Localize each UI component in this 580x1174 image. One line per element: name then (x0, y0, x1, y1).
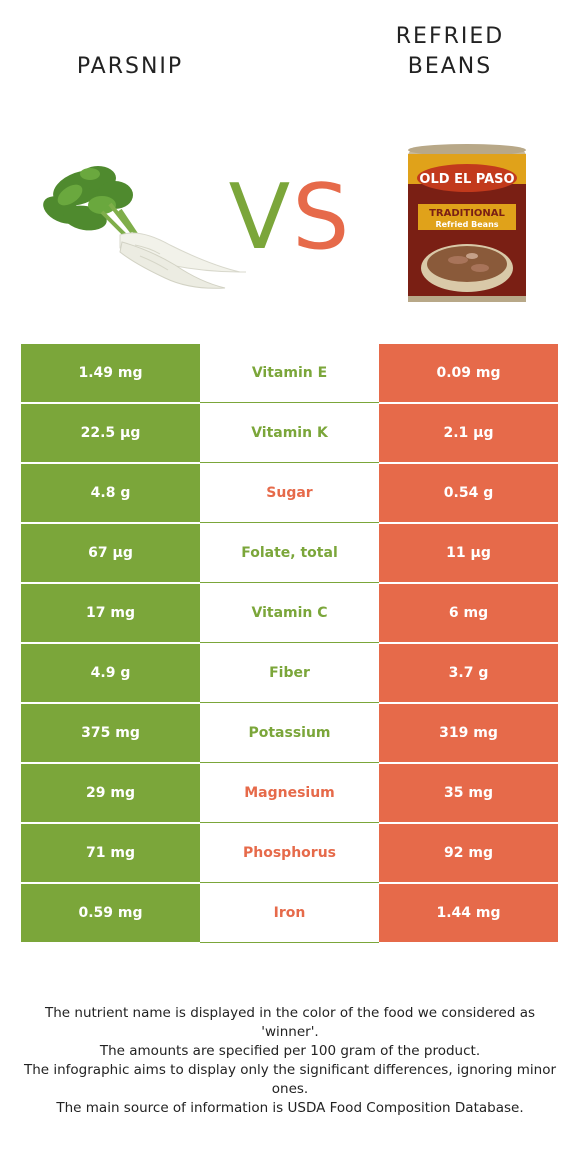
nutrient-name-cell: Magnesium (200, 764, 379, 823)
table-row: 4.9 g Fiber 3.7 g (21, 644, 558, 704)
right-value-cell: 3.7 g (379, 644, 558, 703)
can-line1-text: TRADITIONAL (429, 208, 505, 219)
nutrient-name-cell: Vitamin K (200, 404, 379, 463)
right-value-cell: 35 mg (379, 764, 558, 823)
footnote-line-2: The amounts are specified per 100 gram o… (99, 1043, 481, 1059)
right-food-title-text: REFRIED BEANS (395, 24, 505, 79)
right-value-cell: 2.1 µg (379, 404, 558, 463)
vs-badge: VS (215, 168, 365, 268)
nutrient-name-cell: Folate, total (200, 524, 379, 583)
right-value-cell: 319 mg (379, 704, 558, 763)
right-value-cell: 6 mg (379, 584, 558, 643)
table-row: 71 mg Phosphorus 92 mg (21, 824, 558, 884)
nutrient-name-cell: Fiber (200, 644, 379, 703)
left-value-cell: 4.9 g (21, 644, 200, 703)
right-value-cell: 0.54 g (379, 464, 558, 523)
left-value-cell: 375 mg (21, 704, 200, 763)
left-value-cell: 4.8 g (21, 464, 200, 523)
right-value-cell: 1.44 mg (379, 884, 558, 943)
nutrient-name-cell: Vitamin C (200, 584, 379, 643)
right-value-cell: 11 µg (379, 524, 558, 583)
can-brand-text: OLD EL PASO (419, 172, 514, 187)
nutrient-name-cell: Vitamin E (200, 344, 379, 403)
footnote-line-1: The nutrient name is displayed in the co… (44, 1005, 536, 1040)
nutrient-name-cell: Potassium (200, 704, 379, 763)
table-row: 22.5 µg Vitamin K 2.1 µg (21, 404, 558, 464)
footnote-line-4: The main source of information is USDA F… (56, 1100, 524, 1116)
refried-beans-can-icon: OLD EL PASO TRADITIONAL Refried Beans (408, 144, 526, 302)
vs-s-letter: S (292, 165, 352, 270)
left-food-title: PARSNIP (76, 54, 184, 79)
table-row: 67 µg Folate, total 11 µg (21, 524, 558, 584)
table-row: 0.59 mg Iron 1.44 mg (21, 884, 558, 944)
right-value-cell: 92 mg (379, 824, 558, 883)
nutrient-name-cell: Phosphorus (200, 824, 379, 883)
left-value-cell: 22.5 µg (21, 404, 200, 463)
left-value-cell: 71 mg (21, 824, 200, 883)
left-value-cell: 0.59 mg (21, 884, 200, 943)
right-value-cell: 0.09 mg (379, 344, 558, 403)
left-value-cell: 29 mg (21, 764, 200, 823)
table-row: 1.49 mg Vitamin E 0.09 mg (21, 344, 558, 404)
vs-v-letter: V (228, 165, 293, 270)
table-row: 4.8 g Sugar 0.54 g (21, 464, 558, 524)
can-line2-text: Refried Beans (435, 220, 498, 229)
footnote: The nutrient name is displayed in the co… (15, 1004, 565, 1118)
left-value-cell: 17 mg (21, 584, 200, 643)
left-value-cell: 1.49 mg (21, 344, 200, 403)
right-food-title: REFRIED BEANS (340, 22, 560, 82)
parsnip-icon (43, 166, 246, 289)
left-value-cell: 67 µg (21, 524, 200, 583)
table-row: 375 mg Potassium 319 mg (21, 704, 558, 764)
table-row: 29 mg Magnesium 35 mg (21, 764, 558, 824)
nutrient-name-cell: Iron (200, 884, 379, 943)
footnote-line-3: The infographic aims to display only the… (23, 1062, 557, 1097)
nutrient-name-cell: Sugar (200, 464, 379, 523)
